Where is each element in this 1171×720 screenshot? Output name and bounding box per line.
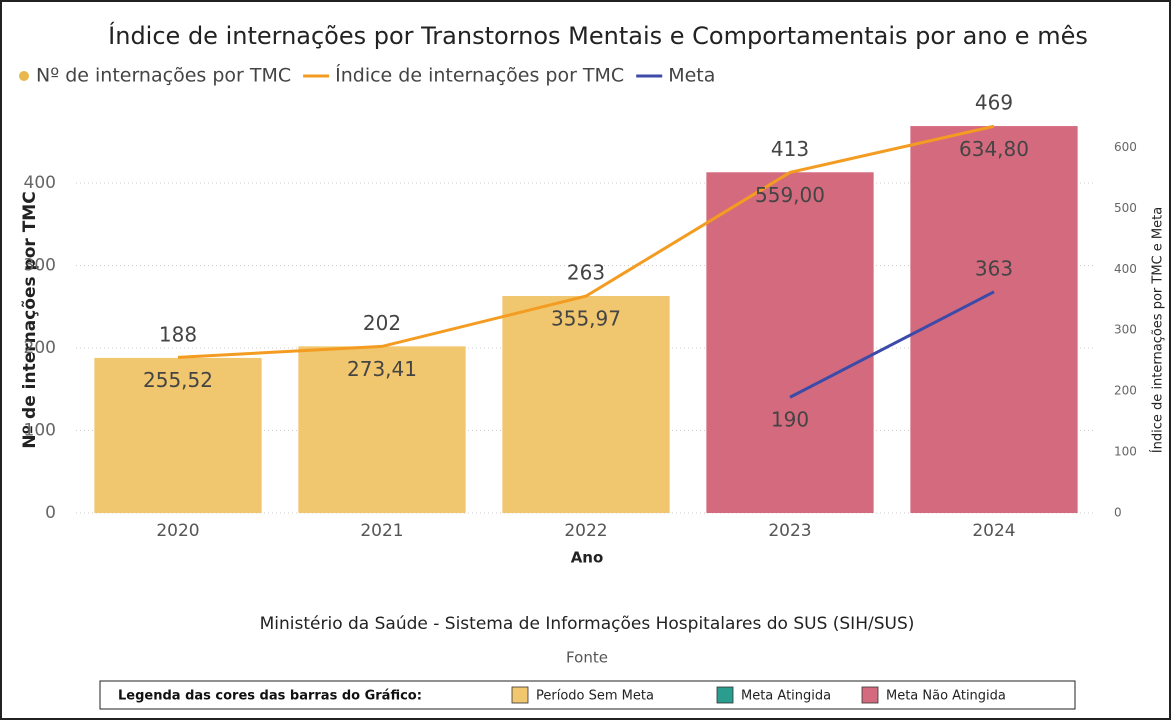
x-tick-label: 2024 — [972, 521, 1015, 541]
x-tick-label: 2022 — [564, 521, 607, 541]
y2-tick-label: 0 — [1114, 506, 1122, 520]
data-label: 363 — [975, 256, 1013, 280]
y-tick-label: 100 — [24, 421, 56, 441]
bar — [706, 172, 874, 513]
data-label: 188 — [159, 322, 197, 346]
x-axis-label: Ano — [571, 549, 604, 567]
y-tick-label: 300 — [24, 256, 56, 276]
data-label: 469 — [975, 91, 1013, 115]
y-tick-label: 200 — [24, 338, 56, 358]
y2-tick-label: 500 — [1114, 201, 1137, 215]
data-label: 355,97 — [551, 307, 621, 331]
line — [789, 290, 995, 399]
source-label: Fonte — [566, 649, 608, 667]
y2-tick-label: 600 — [1114, 140, 1137, 154]
y2-tick-label: 200 — [1114, 384, 1137, 398]
data-label: 255,52 — [143, 368, 213, 392]
color-legend-label: Meta Não Atingida — [886, 689, 1006, 704]
y2-axis-label: Índice de internações por TMC e Meta — [1150, 207, 1166, 453]
data-label: 263 — [567, 261, 605, 285]
x-tick-label: 2023 — [768, 521, 811, 541]
y2-tick-label: 400 — [1114, 262, 1137, 276]
x-tick-label: 2020 — [156, 521, 199, 541]
y-tick-label: 0 — [45, 503, 56, 523]
data-label: 273,41 — [347, 357, 417, 381]
line — [177, 124, 995, 359]
x-tick-label: 2021 — [360, 521, 403, 541]
y-axis-label: Nº de internações por TMC — [20, 191, 40, 448]
chart-title: Índice de internações por Transtornos Me… — [108, 21, 1088, 50]
bar — [94, 357, 262, 513]
legend-label: Meta — [668, 65, 715, 87]
legend-marker — [19, 71, 29, 81]
color-legend-label: Meta Atingida — [741, 689, 831, 704]
legend-label: Nº de internações por TMC — [36, 65, 291, 87]
color-legend-box — [99, 680, 1076, 710]
data-label: 413 — [771, 137, 809, 161]
y-tick-label: 400 — [24, 173, 56, 193]
source: Ministério da Saúde - Sistema de Informa… — [260, 614, 915, 634]
data-label: 559,00 — [755, 183, 825, 207]
color-legend-label: Período Sem Meta — [536, 689, 654, 704]
color-legend-swatch — [861, 686, 879, 704]
data-label: 634,80 — [959, 137, 1029, 161]
data-label: 202 — [363, 311, 401, 335]
y2-tick-label: 100 — [1114, 445, 1137, 459]
bar — [298, 346, 466, 513]
y2-tick-label: 300 — [1114, 323, 1137, 337]
bar — [502, 296, 670, 513]
legend-label: Índice de internações por TMC — [335, 64, 624, 87]
color-legend-swatch — [511, 686, 529, 704]
color-legend-swatch — [716, 686, 734, 704]
color-legend-title: Legenda das cores das barras do Gráfico: — [118, 689, 422, 704]
bar — [910, 126, 1078, 513]
data-label: 190 — [771, 408, 809, 432]
